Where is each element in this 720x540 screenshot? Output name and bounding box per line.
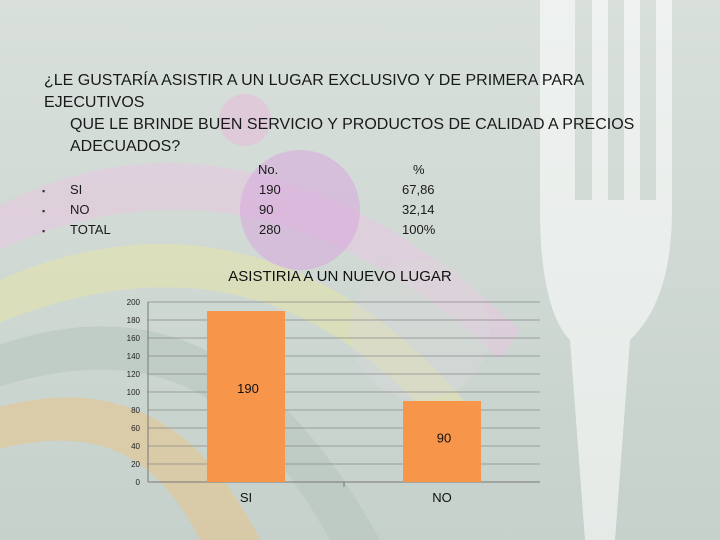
bullet-icon: ▪ [42, 206, 46, 216]
stats-row-percent: 67,86 [402, 182, 435, 197]
y-tick-label: 60 [131, 424, 140, 433]
question-title: ¿LE GUSTARÍA ASISTIR A UN LUGAR EXCLUSIV… [44, 70, 684, 158]
stats-row-percent: 32,14 [402, 202, 435, 217]
y-tick-label: 20 [131, 460, 140, 469]
stats-row-count: 190 [259, 182, 281, 197]
y-tick-label: 160 [127, 334, 141, 343]
stats-row-label: SI [70, 182, 83, 197]
y-tick-label: 180 [127, 316, 141, 325]
y-tick-label: 0 [136, 478, 141, 487]
stats-header-percent: % [413, 162, 425, 177]
stats-row-percent: 100% [402, 222, 436, 237]
y-tick-label: 100 [127, 388, 141, 397]
stats-row-label: NO [70, 202, 90, 217]
y-tick-label: 200 [127, 298, 141, 307]
question-line-1: ¿LE GUSTARÍA ASISTIR A UN LUGAR EXCLUSIV… [44, 72, 584, 111]
data-label: 90 [437, 430, 451, 445]
x-tick-label: NO [432, 490, 452, 505]
y-tick-label: 40 [131, 442, 140, 451]
chart-title: ASISTIRIA A UN NUEVO LUGAR [228, 268, 452, 285]
x-tick-label: SI [240, 490, 252, 505]
bar-chart: 0 20 40 60 80 100 120 140 160 180 200 SI 190 NO 90 [127, 298, 540, 505]
bar-no [403, 401, 481, 482]
stats-row-count: 90 [259, 202, 274, 217]
stats-header-count: No. [258, 162, 279, 177]
bullet-icon: ▪ [42, 226, 46, 236]
stats-row-count: 280 [259, 222, 281, 237]
stats-row-label: TOTAL [70, 222, 111, 237]
y-tick-label: 120 [127, 370, 141, 379]
bar-si [207, 311, 285, 482]
bullet-icon: ▪ [42, 186, 46, 196]
question-line-2: QUE LE BRINDE BUEN SERVICIO Y PRODUCTOS … [70, 116, 635, 133]
data-label: 190 [237, 381, 259, 396]
question-line-3: ADECUADOS? [70, 138, 181, 155]
y-tick-label: 140 [127, 352, 141, 361]
y-tick-label: 80 [131, 406, 140, 415]
